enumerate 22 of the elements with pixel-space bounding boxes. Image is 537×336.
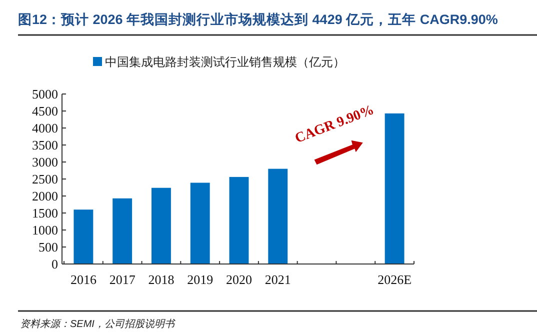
y-tick-label: 2000 [32,188,58,204]
y-tick-label: 1000 [32,222,58,238]
x-tick-label: 2017 [109,272,136,287]
chart-title: 图12：预计 2026 年我国封测行业市场规模达到 4429 亿元，五年 CAGR9.90% [18,11,498,27]
x-tick-label: 2018 [148,272,174,287]
y-tick-label: 1500 [32,206,58,220]
y-tick-label: 500 [38,240,58,254]
y-tick-label: 0 [52,256,58,272]
x-tick-label: 2020 [226,272,252,287]
legend-label: 中国集成电路封装测试行业销售规模（亿元） [105,55,345,69]
x-tick-label: 2026E [378,272,412,287]
y-tick-label: 3500 [32,138,58,152]
y-tick-label: 4500 [32,104,58,118]
x-tick-label: 2019 [187,272,214,287]
x-tick-label: 2016 [70,272,97,287]
annotation: CAGR 9.90% [293,102,376,147]
y-tick-label: 4000 [32,120,58,136]
text: 资料来源：SEMI，公司招股说明书 [20,318,176,330]
y-tick-label: 3000 [32,154,58,170]
x-tick-label: 2021 [264,272,291,287]
y-tick-label: 2500 [32,172,58,186]
y-tick-label: 5000 [32,86,58,102]
